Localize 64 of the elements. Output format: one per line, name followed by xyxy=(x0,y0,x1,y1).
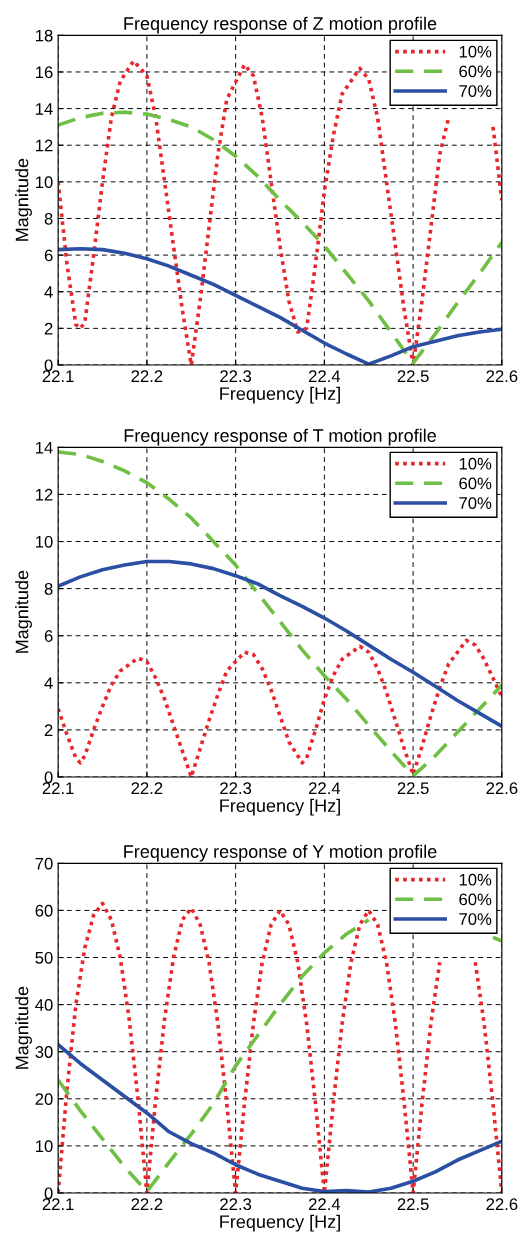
y-tick-label: 0 xyxy=(44,359,53,372)
y-tick-label: 0 xyxy=(44,771,53,784)
y-tick-label: 4 xyxy=(44,286,53,298)
x-tick-label: 22.1 xyxy=(42,370,74,382)
y-tick-label: 70 xyxy=(35,857,53,870)
line-series xyxy=(58,559,502,729)
x-tick-label: 22.6 xyxy=(486,782,518,795)
y-tick-label: 8 xyxy=(44,212,53,225)
x-tick-label: 22.3 xyxy=(220,1198,252,1211)
y-tick-label: 2 xyxy=(44,724,53,736)
y-tick-label: 10 xyxy=(36,176,53,189)
y-tick-label: 6 xyxy=(44,249,53,262)
legend-label: 70% xyxy=(459,497,492,509)
x-tick-label: 22.6 xyxy=(486,370,518,383)
x-axis-title: Frequency [Hz] xyxy=(220,1214,340,1232)
legend-label: 60% xyxy=(459,477,492,490)
legend-label: 70% xyxy=(459,85,492,97)
legend-label: 60% xyxy=(459,893,492,906)
y-axis-title: Magnitude xyxy=(15,158,32,241)
x-tick-label: 22.4 xyxy=(309,1198,341,1210)
y-tick-label: 14 xyxy=(36,103,53,115)
legend-label: 10% xyxy=(459,457,492,470)
line-series xyxy=(58,450,502,777)
y-tick-label: 6 xyxy=(44,630,53,642)
x-tick-label: 22.4 xyxy=(309,782,341,794)
x-axis-title: Frequency [Hz] xyxy=(220,798,340,816)
legend-label: 70% xyxy=(459,913,492,925)
x-tick-label: 22.1 xyxy=(42,782,74,794)
y-tick-label: 10 xyxy=(36,535,53,548)
y-tick-label: 20 xyxy=(35,1093,53,1106)
x-tick-label: 22.3 xyxy=(220,370,252,383)
y-tick-label: 50 xyxy=(35,951,53,964)
x-tick-label: 22.1 xyxy=(42,1198,74,1210)
x-tick-label: 22.5 xyxy=(397,782,429,795)
y-tick-label: 16 xyxy=(36,66,53,79)
y-tick-label: 40 xyxy=(35,999,53,1011)
x-tick-label: 22.4 xyxy=(309,370,341,382)
y-tick-label: 10 xyxy=(36,1140,53,1153)
x-tick-label: 22.2 xyxy=(131,782,163,794)
x-tick-label: 22.5 xyxy=(397,370,429,383)
x-tick-label: 22.2 xyxy=(131,370,163,382)
x-tick-label: 22.6 xyxy=(486,1198,518,1211)
x-tick-label: 22.5 xyxy=(397,1198,429,1211)
y-tick-label: 60 xyxy=(35,904,53,917)
y-tick-label: 30 xyxy=(35,1046,53,1058)
y-axis-title: Magnitude xyxy=(15,570,32,653)
y-tick-label: 14 xyxy=(36,441,53,454)
y-tick-label: 8 xyxy=(44,583,53,595)
x-tick-label: 22.3 xyxy=(220,782,252,795)
x-tick-label: 22.2 xyxy=(131,1198,163,1210)
y-axis-title: Magnitude xyxy=(15,986,32,1069)
chart-title: Frequency response of Y motion profile xyxy=(124,844,437,862)
y-tick-label: 2 xyxy=(44,322,53,335)
legend-label: 10% xyxy=(459,45,492,58)
y-tick-label: 18 xyxy=(36,29,53,42)
y-tick-label: 12 xyxy=(36,488,53,501)
legend-label: 10% xyxy=(459,873,492,886)
legend-label: 60% xyxy=(459,65,492,78)
y-tick-label: 0 xyxy=(44,1187,53,1200)
y-tick-label: 4 xyxy=(44,677,53,689)
y-tick-label: 12 xyxy=(36,139,53,152)
chart-title: Frequency response of Z motion profile xyxy=(124,16,437,34)
x-axis-title: Frequency [Hz] xyxy=(220,386,340,404)
chart-title: Frequency response of T motion profile xyxy=(124,428,436,446)
